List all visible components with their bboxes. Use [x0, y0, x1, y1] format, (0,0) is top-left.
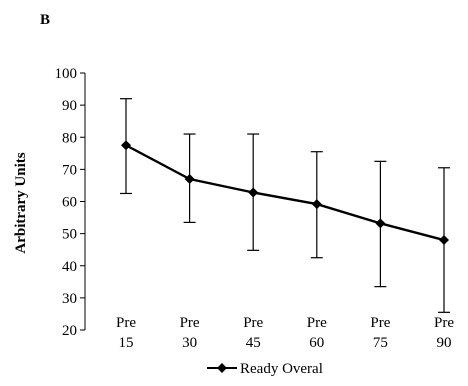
y-tick-label: 50	[62, 227, 77, 243]
panel-label: B	[40, 12, 50, 28]
y-tick-label: 70	[62, 162, 77, 178]
y-tick-label: 30	[62, 291, 77, 307]
y-tick-label: 80	[62, 130, 77, 146]
x-ticks: Pre 15 Pre 30 Pre 45 Pre 60 Pre 75 Pre 90	[116, 315, 454, 351]
x-tick-label-line1: Pre	[243, 315, 263, 331]
y-tick-label: 40	[62, 259, 77, 275]
x-tick-label-line1: Pre	[307, 315, 327, 331]
y-ticks: 20 30 40 50 60 70 80 90 100	[55, 66, 85, 339]
data-point-marker	[121, 140, 131, 151]
series-group	[120, 98, 450, 313]
x-tick-label-line2: 90	[437, 335, 452, 351]
y-tick-label: 100	[55, 66, 78, 82]
series-line	[125, 144, 445, 242]
x-tick-label-line2: 45	[246, 335, 261, 351]
x-tick-label-line2: 30	[182, 335, 197, 351]
data-point-marker	[439, 235, 449, 246]
x-tick-label-line1: Pre	[180, 315, 200, 331]
y-tick-label: 20	[62, 323, 77, 339]
y-tick-label: 90	[62, 98, 77, 114]
x-tick-label-line1: Pre	[116, 315, 136, 331]
y-tick-label: 60	[62, 195, 77, 211]
x-tick-label-line1: Pre	[370, 315, 390, 331]
x-tick-label-line1: Pre	[434, 315, 454, 331]
data-point-marker	[311, 199, 322, 210]
legend-diamond-marker	[217, 363, 227, 373]
data-point-marker	[184, 174, 195, 185]
x-tick-label-line2: 15	[119, 335, 134, 351]
x-tick-label-line2: 75	[373, 335, 388, 351]
x-tick-label-line2: 60	[309, 335, 324, 351]
data-point-marker	[375, 218, 386, 229]
legend: Ready Overal	[207, 361, 323, 377]
data-point-marker	[248, 187, 259, 198]
legend-label: Ready Overal	[240, 361, 323, 377]
y-axis-label: Arbitrary Units	[13, 152, 29, 253]
